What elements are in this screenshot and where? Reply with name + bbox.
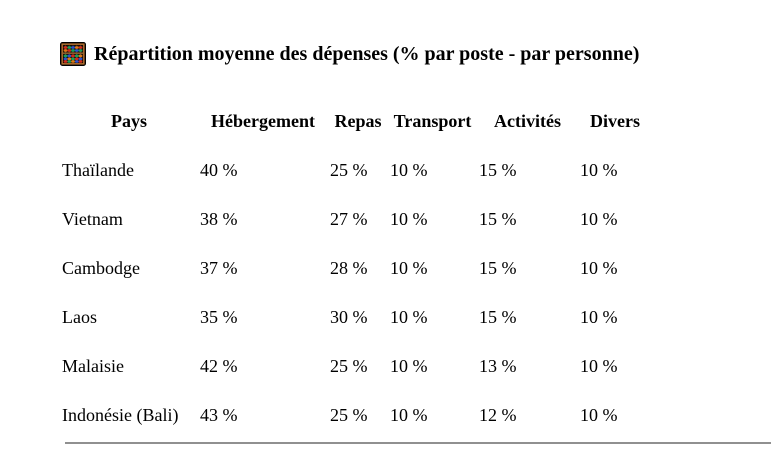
table-row: Vietnam 38 % 27 % 10 % 15 % 10 %: [60, 195, 652, 244]
cell-divers: 10 %: [580, 356, 618, 376]
cell-transport: 10 %: [390, 209, 428, 229]
section-title: Répartition moyenne des dépenses (% par …: [60, 40, 771, 68]
cell-divers: 10 %: [580, 209, 618, 229]
cell-transport: 10 %: [390, 356, 428, 376]
cell-hebergement: 38 %: [200, 209, 238, 229]
column-header-transport: Transport: [393, 110, 472, 131]
cell-repas: 27 %: [330, 209, 368, 229]
page-title: Répartition moyenne des dépenses (% par …: [94, 43, 640, 65]
table-row: Laos 35 % 30 % 10 % 15 % 10 %: [60, 293, 652, 342]
column-header-divers: Divers: [590, 110, 640, 131]
cell-hebergement: 37 %: [200, 258, 238, 278]
cell-hebergement: 35 %: [200, 307, 238, 327]
expense-breakdown-table: Pays Hébergement Repas Transport Activit…: [60, 96, 652, 440]
cell-activites: 12 %: [479, 405, 517, 425]
abacus-icon: [60, 42, 86, 66]
table-row: Cambodge 37 % 28 % 10 % 15 % 10 %: [60, 244, 652, 293]
cell-divers: 10 %: [580, 258, 618, 278]
table-header-row: Pays Hébergement Repas Transport Activit…: [60, 96, 652, 146]
column-header-hebergement: Hébergement: [211, 110, 315, 131]
cell-activites: 15 %: [479, 209, 517, 229]
cell-pays: Cambodge: [62, 258, 140, 278]
cell-pays: Malaisie: [62, 356, 124, 376]
cell-pays: Laos: [62, 307, 97, 327]
column-header-activites: Activités: [494, 110, 561, 131]
cell-repas: 25 %: [330, 160, 368, 180]
cell-divers: 10 %: [580, 307, 618, 327]
cell-hebergement: 40 %: [200, 160, 238, 180]
table-row: Malaisie 42 % 25 % 10 % 13 % 10 %: [60, 342, 652, 391]
cell-divers: 10 %: [580, 405, 618, 425]
horizontal-rule: [65, 442, 771, 444]
table-row: Indonésie (Bali) 43 % 25 % 10 % 12 % 10 …: [60, 391, 652, 440]
cell-transport: 10 %: [390, 160, 428, 180]
table-row: Thaïlande 40 % 25 % 10 % 15 % 10 %: [60, 146, 652, 195]
cell-hebergement: 43 %: [200, 405, 238, 425]
column-header-pays: Pays: [111, 110, 147, 131]
cell-repas: 30 %: [330, 307, 368, 327]
cell-pays: Vietnam: [62, 209, 123, 229]
cell-pays: Indonésie (Bali): [62, 405, 179, 425]
cell-divers: 10 %: [580, 160, 618, 180]
cell-transport: 10 %: [390, 405, 428, 425]
cell-repas: 25 %: [330, 356, 368, 376]
cell-transport: 10 %: [390, 307, 428, 327]
cell-activites: 13 %: [479, 356, 517, 376]
cell-transport: 10 %: [390, 258, 428, 278]
column-header-repas: Repas: [334, 110, 382, 131]
cell-repas: 28 %: [330, 258, 368, 278]
cell-activites: 15 %: [479, 160, 517, 180]
cell-repas: 25 %: [330, 405, 368, 425]
cell-activites: 15 %: [479, 258, 517, 278]
cell-pays: Thaïlande: [62, 160, 134, 180]
cell-activites: 15 %: [479, 307, 517, 327]
cell-hebergement: 42 %: [200, 356, 238, 376]
